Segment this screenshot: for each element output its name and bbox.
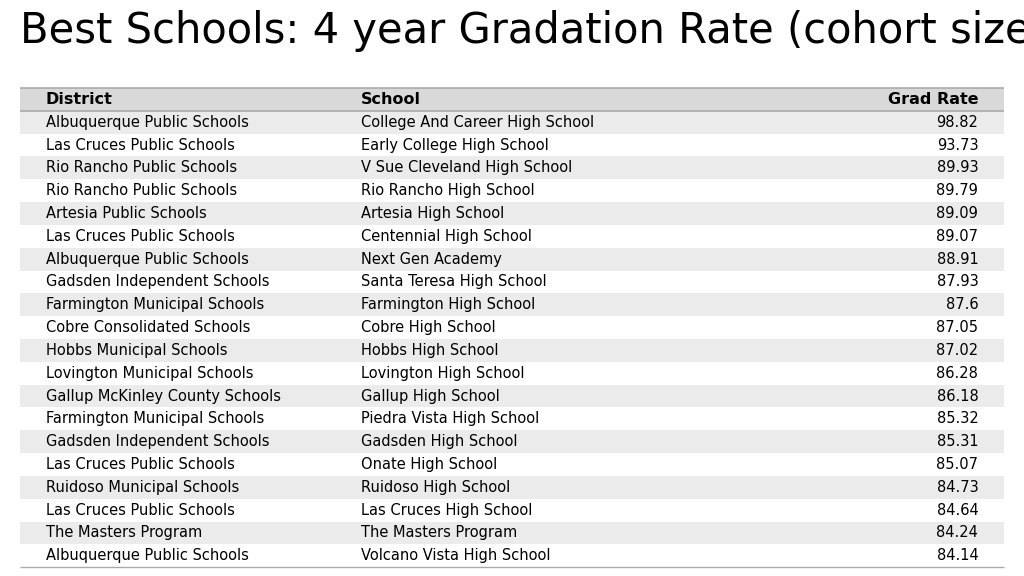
Text: Next Gen Academy: Next Gen Academy [360, 252, 502, 267]
Text: 89.09: 89.09 [936, 206, 978, 221]
Bar [20, 499, 1004, 521]
Bar [20, 225, 1004, 248]
Text: Gadsden Independent Schools: Gadsden Independent Schools [46, 434, 269, 449]
Text: 87.93: 87.93 [937, 274, 978, 290]
Text: Las Cruces Public Schools: Las Cruces Public Schools [46, 138, 234, 153]
Text: 85.32: 85.32 [937, 411, 978, 426]
Bar [20, 293, 1004, 316]
Bar [20, 111, 1004, 134]
Bar [20, 134, 1004, 157]
Text: Rio Rancho High School: Rio Rancho High School [360, 183, 535, 198]
Text: The Masters Program: The Masters Program [46, 525, 202, 540]
Text: Farmington Municipal Schools: Farmington Municipal Schools [46, 411, 264, 426]
Text: Albuquerque Public Schools: Albuquerque Public Schools [46, 115, 249, 130]
Text: Lovington Municipal Schools: Lovington Municipal Schools [46, 366, 253, 381]
Text: Albuquerque Public Schools: Albuquerque Public Schools [46, 252, 249, 267]
Bar [20, 202, 1004, 225]
Text: Early College High School: Early College High School [360, 138, 548, 153]
Text: 93.73: 93.73 [937, 138, 978, 153]
Text: Grad Rate: Grad Rate [888, 92, 978, 107]
Text: Artesia Public Schools: Artesia Public Schools [46, 206, 207, 221]
Text: Best Schools: 4 year Gradation Rate (cohort size>75): Best Schools: 4 year Gradation Rate (coh… [20, 10, 1024, 52]
Text: Las Cruces Public Schools: Las Cruces Public Schools [46, 229, 234, 244]
Text: Las Cruces Public Schools: Las Cruces Public Schools [46, 457, 234, 472]
Text: Ruidoso Municipal Schools: Ruidoso Municipal Schools [46, 480, 239, 495]
Text: 86.28: 86.28 [936, 366, 978, 381]
Text: 86.18: 86.18 [937, 389, 978, 404]
Text: Las Cruces High School: Las Cruces High School [360, 503, 531, 518]
Bar [20, 407, 1004, 430]
Bar [20, 521, 1004, 544]
Bar [20, 362, 1004, 385]
Text: College And Career High School: College And Career High School [360, 115, 594, 130]
Text: Gallup McKinley County Schools: Gallup McKinley County Schools [46, 389, 281, 404]
Bar [20, 157, 1004, 179]
Text: 84.14: 84.14 [937, 548, 978, 563]
Bar [20, 88, 1004, 111]
Text: Hobbs High School: Hobbs High School [360, 343, 498, 358]
Text: Artesia High School: Artesia High School [360, 206, 504, 221]
Text: Centennial High School: Centennial High School [360, 229, 531, 244]
Text: Volcano Vista High School: Volcano Vista High School [360, 548, 550, 563]
Text: 84.64: 84.64 [937, 503, 978, 518]
Text: Hobbs Municipal Schools: Hobbs Municipal Schools [46, 343, 227, 358]
Bar [20, 179, 1004, 202]
Text: 89.93: 89.93 [937, 160, 978, 175]
Text: Las Cruces Public Schools: Las Cruces Public Schools [46, 503, 234, 518]
Text: 87.05: 87.05 [936, 320, 978, 335]
Text: 84.24: 84.24 [936, 525, 978, 540]
Text: School: School [360, 92, 421, 107]
Text: 87.6: 87.6 [946, 297, 978, 312]
Text: 88.91: 88.91 [937, 252, 978, 267]
Text: Cobre Consolidated Schools: Cobre Consolidated Schools [46, 320, 250, 335]
Bar [20, 430, 1004, 453]
Text: Rio Rancho Public Schools: Rio Rancho Public Schools [46, 183, 237, 198]
Bar [20, 476, 1004, 499]
Text: V Sue Cleveland High School: V Sue Cleveland High School [360, 160, 571, 175]
Text: Lovington High School: Lovington High School [360, 366, 524, 381]
Text: Santa Teresa High School: Santa Teresa High School [360, 274, 546, 290]
Text: Rio Rancho Public Schools: Rio Rancho Public Schools [46, 160, 237, 175]
Text: 98.82: 98.82 [936, 115, 978, 130]
Bar [20, 339, 1004, 362]
Text: Farmington High School: Farmington High School [360, 297, 535, 312]
Bar [20, 316, 1004, 339]
Bar [20, 271, 1004, 293]
Text: District: District [46, 92, 113, 107]
Text: 85.31: 85.31 [937, 434, 978, 449]
Text: 89.07: 89.07 [936, 229, 978, 244]
Bar [20, 385, 1004, 407]
Text: The Masters Program: The Masters Program [360, 525, 517, 540]
Text: 84.73: 84.73 [937, 480, 978, 495]
Text: Gallup High School: Gallup High School [360, 389, 500, 404]
Bar [20, 248, 1004, 271]
Text: Piedra Vista High School: Piedra Vista High School [360, 411, 539, 426]
Text: Gadsden High School: Gadsden High School [360, 434, 517, 449]
Text: 85.07: 85.07 [936, 457, 978, 472]
Text: 89.79: 89.79 [936, 183, 978, 198]
Text: 87.02: 87.02 [936, 343, 978, 358]
Bar [20, 453, 1004, 476]
Text: Cobre High School: Cobre High School [360, 320, 496, 335]
Bar [20, 544, 1004, 567]
Text: Albuquerque Public Schools: Albuquerque Public Schools [46, 548, 249, 563]
Text: Onate High School: Onate High School [360, 457, 497, 472]
Text: Ruidoso High School: Ruidoso High School [360, 480, 510, 495]
Text: Farmington Municipal Schools: Farmington Municipal Schools [46, 297, 264, 312]
Text: Gadsden Independent Schools: Gadsden Independent Schools [46, 274, 269, 290]
